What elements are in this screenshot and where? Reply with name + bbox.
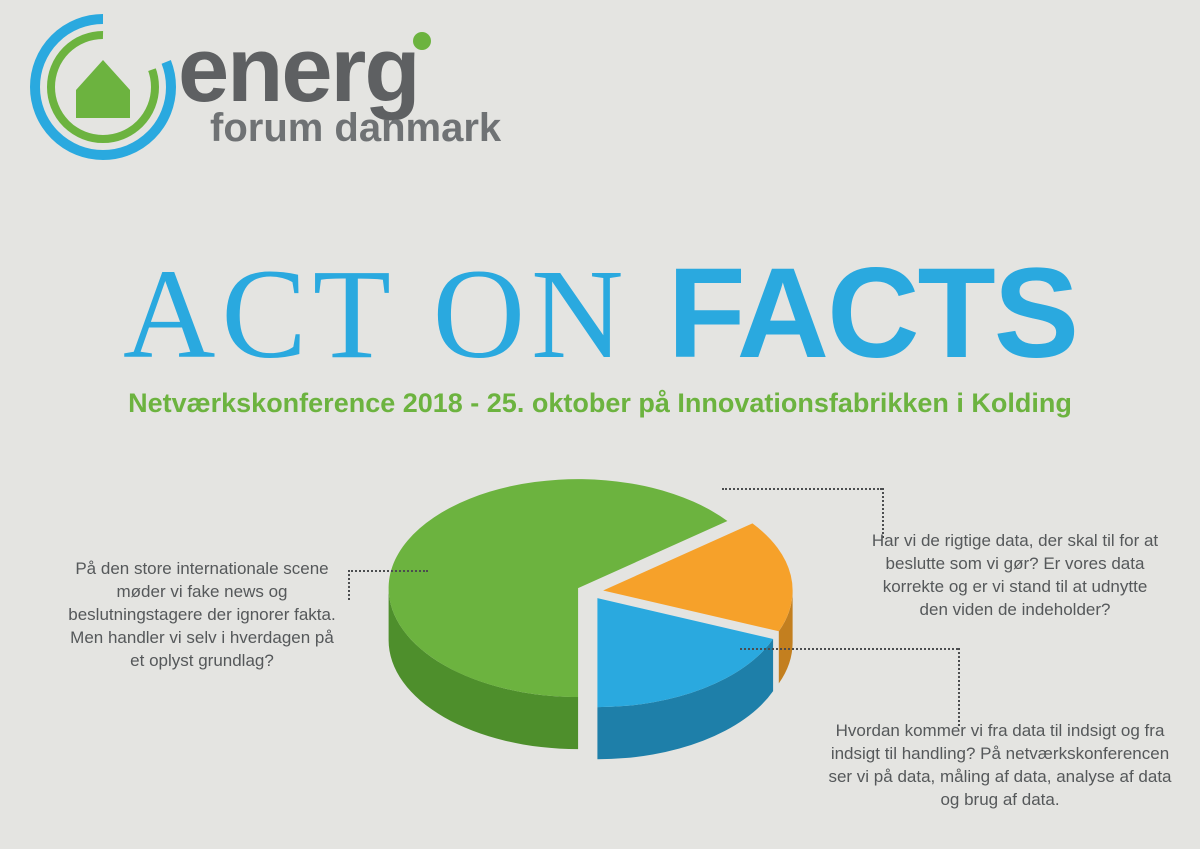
callout-green: På den store internationale scene møder … [62, 558, 342, 673]
logo-text: energ forum danmark [178, 24, 501, 151]
headline-thin: ACT ON [123, 243, 668, 385]
subheadline: Netværkskonference 2018 - 25. oktober på… [0, 388, 1200, 419]
callout-orange: Har vi de rigtige data, der skal til for… [870, 530, 1160, 622]
logo-word2: forum danmark [210, 106, 501, 151]
headline: ACT ON FACTS [0, 240, 1200, 388]
logo-rings-icon [28, 12, 178, 162]
leader-line [348, 570, 428, 572]
brand-logo: energ forum danmark [28, 12, 508, 160]
leader-line [722, 488, 882, 490]
pie-chart [380, 440, 800, 800]
logo-dot-icon [413, 32, 431, 50]
leader-line [740, 648, 958, 650]
headline-bold: FACTS [668, 242, 1078, 385]
callout-blue: Hvordan kommer vi fra data til indsigt o… [820, 720, 1180, 812]
leader-line [348, 570, 350, 600]
leader-line [958, 648, 960, 726]
